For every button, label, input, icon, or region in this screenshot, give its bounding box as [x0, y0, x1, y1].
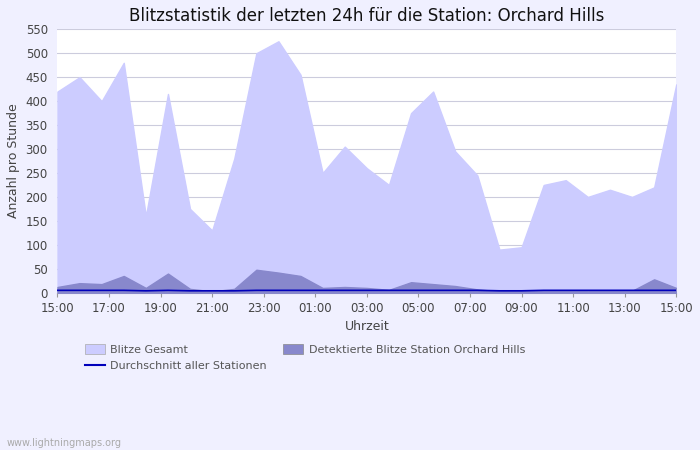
Durchschnitt aller Stationen	[385, 288, 393, 293]
Durchschnitt aller Stationen	[208, 288, 216, 293]
Durchschnitt aller Stationen	[341, 288, 349, 293]
Durchschnitt aller Stationen	[672, 288, 680, 293]
Durchschnitt aller Stationen	[252, 288, 260, 293]
Durchschnitt aller Stationen	[141, 288, 150, 293]
Durchschnitt aller Stationen	[230, 288, 239, 293]
Durchschnitt aller Stationen	[650, 288, 658, 293]
Durchschnitt aller Stationen	[97, 288, 106, 293]
Durchschnitt aller Stationen	[274, 288, 283, 293]
Durchschnitt aller Stationen	[318, 288, 327, 293]
Durchschnitt aller Stationen	[164, 288, 172, 293]
Y-axis label: Anzahl pro Stunde: Anzahl pro Stunde	[7, 104, 20, 218]
Legend: Blitze Gesamt, Durchschnitt aller Stationen, Detektierte Blitze Station Orchard : Blitze Gesamt, Durchschnitt aller Statio…	[85, 344, 526, 372]
Durchschnitt aller Stationen	[407, 288, 415, 293]
X-axis label: Uhrzeit: Uhrzeit	[344, 320, 389, 333]
Durchschnitt aller Stationen	[451, 288, 459, 293]
Durchschnitt aller Stationen	[540, 288, 548, 293]
Durchschnitt aller Stationen	[561, 288, 570, 293]
Durchschnitt aller Stationen	[76, 288, 84, 293]
Durchschnitt aller Stationen	[429, 288, 438, 293]
Durchschnitt aller Stationen	[584, 288, 592, 293]
Durchschnitt aller Stationen	[296, 288, 304, 293]
Durchschnitt aller Stationen	[496, 288, 504, 293]
Line: Durchschnitt aller Stationen: Durchschnitt aller Stationen	[57, 290, 676, 291]
Durchschnitt aller Stationen	[186, 288, 195, 293]
Text: www.lightningmaps.org: www.lightningmaps.org	[7, 438, 122, 448]
Durchschnitt aller Stationen	[120, 288, 128, 293]
Durchschnitt aller Stationen	[53, 288, 62, 293]
Durchschnitt aller Stationen	[628, 288, 636, 293]
Durchschnitt aller Stationen	[606, 288, 614, 293]
Durchschnitt aller Stationen	[517, 288, 526, 293]
Durchschnitt aller Stationen	[363, 288, 371, 293]
Title: Blitzstatistik der letzten 24h für die Station: Orchard Hills: Blitzstatistik der letzten 24h für die S…	[130, 7, 605, 25]
Durchschnitt aller Stationen	[473, 288, 482, 293]
